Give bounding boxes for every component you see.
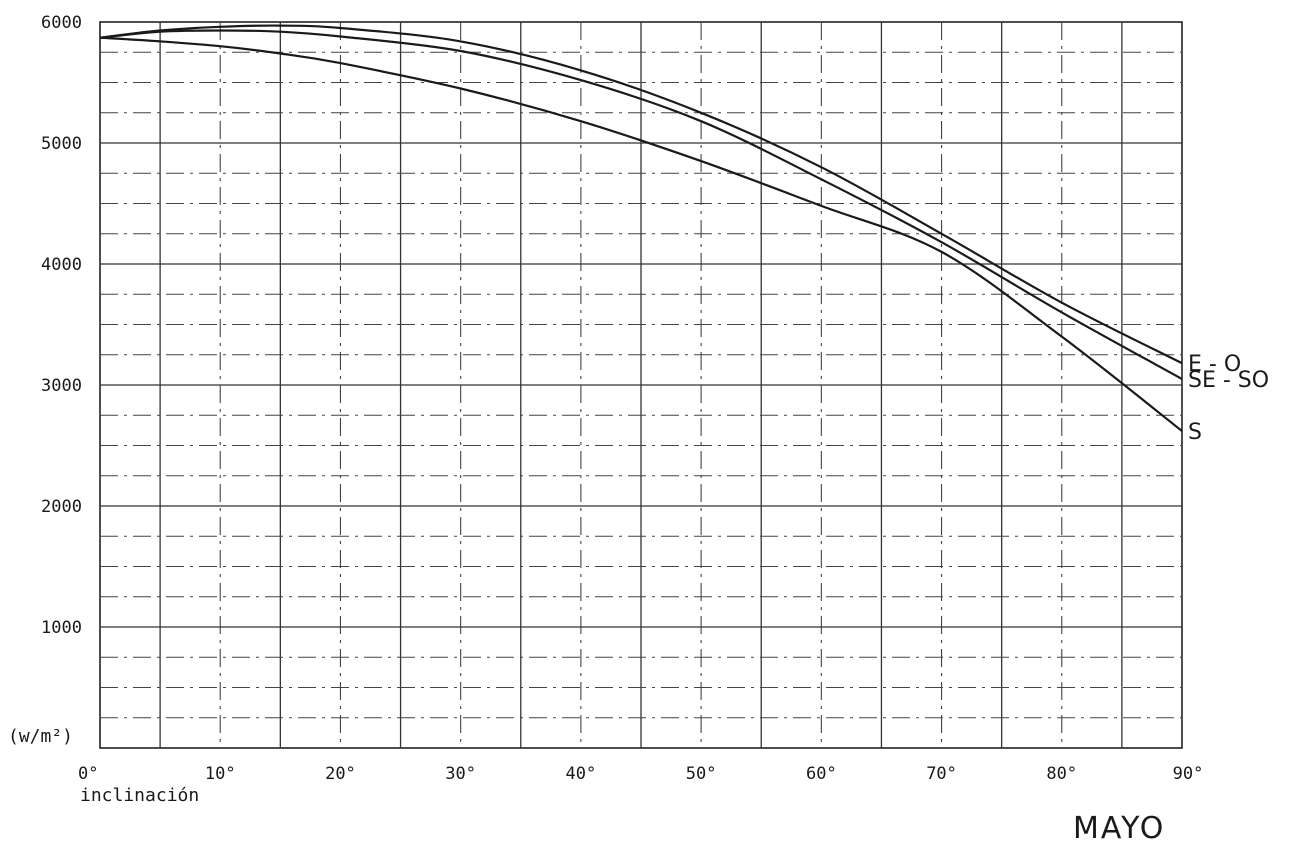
series-label-se-so: SE - SO — [1188, 368, 1269, 393]
y-tick-label: 1000 — [41, 618, 82, 638]
y-tick-label: 6000 — [41, 13, 82, 33]
grid — [99, 21, 1183, 749]
y-tick-label: 2000 — [41, 497, 82, 517]
x-tick-label: 60° — [806, 764, 837, 784]
y-tick-label: 5000 — [41, 134, 82, 154]
chart-title: MAYO — [1073, 811, 1165, 846]
x-tick-label: 50° — [686, 764, 717, 784]
x-tick-labels: 0° 10° 20° 30° 40° 50° 60° 70° 80° 90° — [78, 764, 1203, 784]
x-tick-label: 70° — [926, 764, 957, 784]
x-tick-label: 30° — [445, 764, 476, 784]
y-tick-label: 3000 — [41, 376, 82, 396]
series-line-s — [99, 36, 1183, 432]
x-tick-label: 40° — [566, 764, 597, 784]
series-labels: E - OSE - SO S — [1188, 352, 1269, 445]
x-tick-label: 0° — [78, 764, 98, 784]
x-tick-label: 10° — [205, 764, 236, 784]
series-label-e-o: E - O — [1188, 352, 1241, 377]
y-axis-label: (w/m²) — [8, 726, 73, 747]
x-axis-label: inclinación — [80, 785, 199, 806]
curves — [99, 24, 1183, 432]
x-tick-label: 90° — [1173, 764, 1204, 784]
series-line-e-o — [99, 24, 1183, 365]
x-tick-label: 20° — [325, 764, 356, 784]
series-label-s: S — [1188, 420, 1202, 445]
series-line-se-so — [99, 29, 1183, 380]
y-tick-labels: 1000 2000 3000 4000 5000 6000 — [41, 13, 82, 638]
y-tick-label: 4000 — [41, 255, 82, 275]
x-tick-label: 80° — [1046, 764, 1077, 784]
